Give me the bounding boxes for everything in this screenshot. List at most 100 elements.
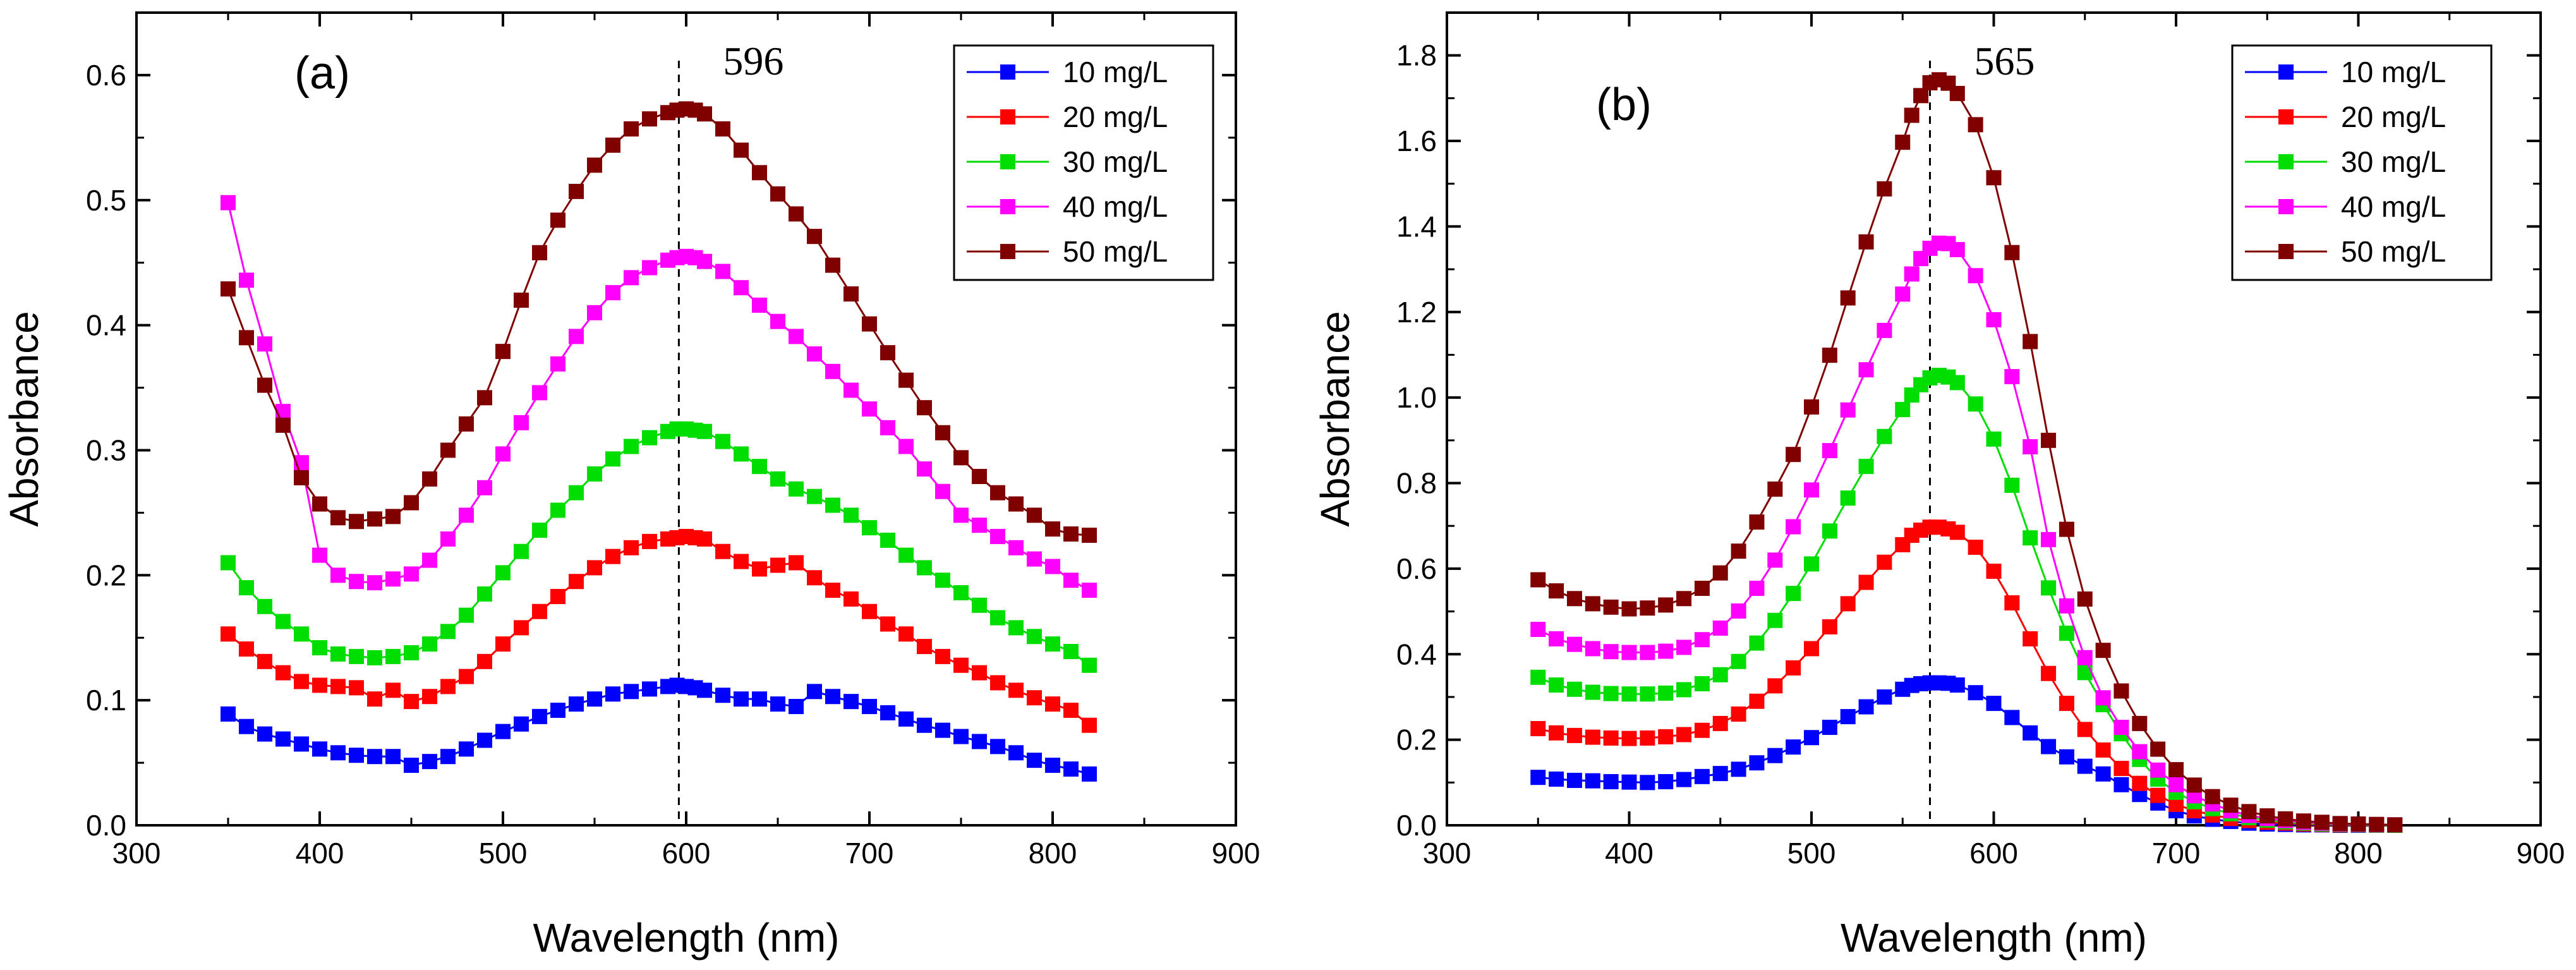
data-point	[789, 206, 804, 222]
data-point	[642, 533, 657, 549]
data-point	[2095, 742, 2111, 758]
data-point	[1804, 399, 1819, 415]
data-point	[550, 212, 565, 228]
data-point	[1694, 581, 1710, 597]
data-point	[532, 603, 547, 619]
y-tick-label: 0.5	[86, 184, 126, 217]
data-point	[2259, 808, 2275, 824]
data-point	[1082, 717, 1097, 733]
data-point	[587, 466, 602, 482]
data-point	[221, 626, 236, 642]
data-point	[1986, 431, 2002, 447]
panel-b-absorbance-chart: 300 400 500 600 700 800 900 0.0 0.2 0.4 0.6 0.8 1.0 1…	[1312, 11, 2565, 961]
y-tick-label: 0.4	[1396, 638, 1437, 670]
data-point	[898, 711, 914, 727]
data-point	[569, 574, 584, 590]
data-point	[789, 699, 804, 715]
data-point	[440, 749, 456, 765]
data-point	[1045, 696, 1060, 712]
data-point	[2150, 762, 2166, 778]
data-point	[1804, 556, 1819, 572]
data-point	[1008, 540, 1024, 555]
series-50-mg-l	[221, 101, 1097, 543]
data-point	[1731, 603, 1746, 619]
y-tick-label: 1.6	[1396, 124, 1437, 157]
x-tick-label: 400	[1605, 837, 1654, 870]
data-point	[294, 470, 309, 485]
data-point	[349, 748, 364, 763]
series-40-mg-l	[221, 195, 1097, 598]
data-point	[1786, 586, 1801, 602]
data-point	[1603, 773, 1619, 789]
data-point	[404, 758, 419, 773]
data-point	[587, 560, 602, 576]
data-point	[1585, 729, 1600, 745]
data-point	[1694, 722, 1710, 738]
data-point	[880, 616, 895, 632]
data-point	[1566, 772, 1582, 788]
data-point	[2023, 334, 2038, 349]
data-point	[459, 507, 474, 523]
legend-item: 20 mg/L	[967, 100, 1168, 133]
data-point	[807, 570, 822, 586]
series-line	[227, 535, 1090, 726]
data-point	[2113, 720, 2129, 736]
data-point	[1621, 601, 1637, 617]
data-point	[1082, 527, 1097, 543]
x-tick-label: 800	[2334, 837, 2383, 870]
legend-item: 40 mg/L	[967, 190, 1168, 223]
y-tick-label: 0.4	[86, 309, 126, 342]
data-point	[1549, 725, 1564, 741]
data-point	[495, 724, 511, 739]
data-point	[642, 681, 657, 697]
data-point	[1731, 543, 1746, 559]
data-point	[2132, 775, 2148, 791]
x-tick-label: 800	[1029, 837, 1077, 870]
data-point	[2369, 816, 2385, 832]
data-point	[239, 580, 254, 596]
data-point	[1749, 514, 1765, 530]
data-point	[1822, 443, 1837, 459]
data-point	[1840, 290, 1856, 306]
y-tick-label: 0.0	[1396, 809, 1437, 842]
data-point	[972, 597, 987, 613]
data-point	[221, 555, 236, 571]
data-point	[422, 552, 437, 568]
data-point	[587, 157, 602, 173]
data-point	[917, 560, 932, 576]
data-point	[1658, 773, 1674, 789]
data-point	[1640, 645, 1655, 660]
data-point	[825, 583, 840, 598]
data-point	[807, 229, 822, 245]
data-point	[275, 404, 291, 420]
data-point	[862, 316, 877, 332]
data-point	[972, 469, 987, 485]
series-20-mg-l	[221, 528, 1097, 733]
series-30-mg-l	[221, 421, 1097, 673]
data-point	[844, 507, 859, 523]
data-point	[440, 531, 456, 547]
data-point	[1530, 669, 1546, 685]
data-point	[477, 732, 492, 748]
data-point	[1621, 686, 1637, 702]
data-point	[2113, 760, 2129, 776]
data-point	[734, 691, 749, 707]
data-point	[1986, 170, 2002, 186]
data-point	[825, 689, 840, 705]
data-point	[239, 718, 254, 734]
data-point	[367, 575, 382, 591]
data-point	[459, 741, 474, 757]
data-point	[953, 729, 969, 744]
data-point	[1585, 641, 1600, 657]
data-point	[2004, 595, 2020, 611]
data-point	[1676, 640, 1692, 655]
data-point	[495, 446, 511, 462]
data-point	[1676, 591, 1692, 607]
data-point	[1949, 677, 1965, 693]
data-point	[1731, 653, 1746, 669]
data-point	[569, 183, 584, 199]
data-point	[1063, 573, 1079, 588]
legend-label: 30 mg/L	[1063, 145, 1168, 178]
data-point	[2023, 725, 2038, 741]
data-point	[1968, 117, 1983, 133]
